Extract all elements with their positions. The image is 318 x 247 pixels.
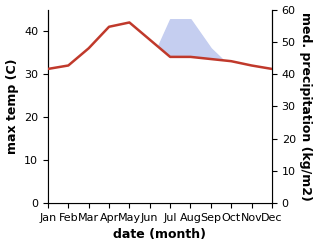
X-axis label: date (month): date (month) [114, 228, 206, 242]
Y-axis label: med. precipitation (kg/m2): med. precipitation (kg/m2) [300, 12, 313, 201]
Y-axis label: max temp (C): max temp (C) [5, 59, 18, 154]
